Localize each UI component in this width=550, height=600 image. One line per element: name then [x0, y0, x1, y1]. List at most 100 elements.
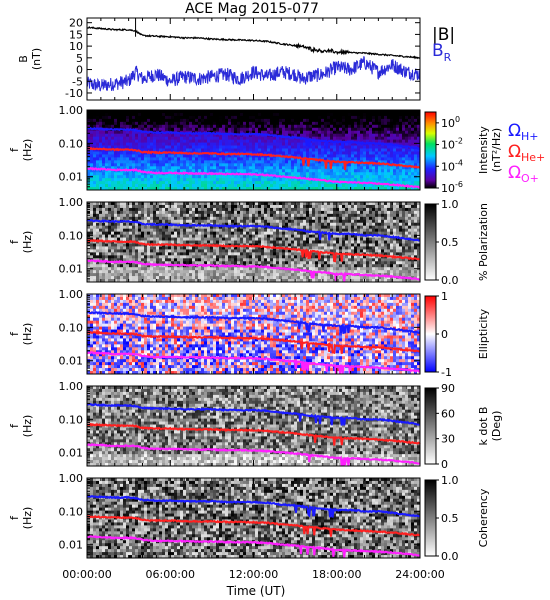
spectrogram-cell — [234, 166, 238, 170]
spectrogram-cell — [99, 243, 103, 247]
spectrogram-cell — [126, 121, 130, 126]
colorbar-unit: (nT²/Hz) — [490, 128, 503, 172]
spectrogram-cell — [276, 216, 280, 221]
spectrogram-cell — [225, 270, 229, 274]
spectrogram-cell — [357, 112, 361, 117]
spectrogram-cell — [180, 163, 184, 167]
spectrogram-cell — [159, 210, 163, 215]
spectrogram-cell — [261, 157, 265, 161]
spectrogram-cell — [237, 127, 241, 132]
spectrogram-cell — [90, 202, 94, 206]
spectrogram-cell — [387, 157, 391, 161]
spectrogram-cell — [195, 246, 199, 250]
spectrogram-cell — [102, 187, 106, 191]
spectrogram-cell — [312, 160, 316, 164]
spectrogram-cell — [255, 157, 259, 161]
spectrogram-cell — [375, 178, 379, 182]
spectrogram-cell — [105, 222, 109, 227]
spectrogram-cell — [306, 187, 310, 191]
spectrogram-cell — [291, 222, 295, 227]
spectrogram-cell — [156, 163, 160, 167]
spectrogram-cell — [165, 163, 169, 167]
spectrogram-cell — [138, 213, 142, 218]
spectrogram-cell — [144, 258, 148, 262]
spectrogram-cell — [411, 187, 415, 191]
spectrogram-cell — [246, 204, 250, 209]
spectrogram-cell — [261, 222, 265, 227]
spectrogram-cell — [258, 276, 262, 280]
spectrogram-cell — [270, 184, 274, 188]
spectrogram-cell — [120, 184, 124, 188]
spectrogram-cell — [249, 240, 253, 244]
spectrogram-cell — [120, 231, 124, 235]
spectrogram-cell — [408, 118, 412, 123]
spectrogram-cell — [120, 264, 124, 268]
spectrogram-cell — [405, 130, 409, 135]
spectrogram-cell — [213, 175, 217, 179]
spectrogram-cell — [195, 118, 199, 123]
spectrogram-cell — [339, 130, 343, 135]
spectrogram-cell — [387, 178, 391, 182]
spectrogram-cell — [408, 139, 412, 143]
spectrogram-cell — [90, 222, 94, 227]
spectrogram-cell — [336, 133, 340, 138]
spectrogram-cell — [294, 169, 298, 173]
spectrogram-cell — [93, 255, 97, 259]
spectrogram-cell — [261, 163, 265, 167]
spectrogram-cell — [255, 124, 259, 129]
spectrogram-cell — [396, 145, 400, 149]
spectrogram-cell — [216, 187, 220, 191]
spectrogram-cell — [93, 213, 97, 218]
spectrogram-cell — [288, 210, 292, 215]
spectrogram-cell — [96, 166, 100, 170]
spectrogram-cell — [234, 207, 238, 212]
spectrogram-cell — [180, 136, 184, 141]
spectrogram-cell — [387, 160, 391, 164]
spectrogram-cell — [186, 261, 190, 265]
spectrogram-cell — [162, 142, 166, 146]
spectrogram-cell — [114, 252, 118, 256]
spectrogram-cell — [129, 270, 133, 274]
spectrogram-cell — [168, 228, 172, 233]
spectrogram-cell — [171, 270, 175, 274]
spectrogram-cell — [207, 213, 211, 218]
spectrogram-cell — [123, 276, 127, 280]
spectrogram-cell — [246, 228, 250, 233]
spectrogram-cell — [279, 270, 283, 274]
spectrogram-cell — [174, 124, 178, 129]
spectrogram-cell — [150, 246, 154, 250]
spectrogram-cell — [270, 151, 274, 155]
spectrogram-cell — [207, 231, 211, 235]
spectrogram-cell — [240, 270, 244, 274]
spectrogram-cell — [144, 207, 148, 212]
spectrogram-cell — [132, 154, 136, 158]
spectrogram-cell — [129, 202, 133, 206]
spectrogram-cell — [408, 136, 412, 141]
spectrogram-cell — [279, 258, 283, 262]
spectrogram-cell — [165, 178, 169, 182]
spectrogram-cell — [267, 240, 271, 244]
spectrogram-cell — [183, 184, 187, 188]
spectrogram-cell — [189, 169, 193, 173]
spectrogram-cell — [162, 115, 166, 120]
spectrogram-cell — [318, 184, 322, 188]
spectrogram-cell — [141, 136, 145, 141]
spectrogram-cell — [111, 222, 115, 227]
spectrogram-cell — [210, 136, 214, 141]
spectrogram-cell — [126, 115, 130, 120]
spectrogram-cell — [237, 258, 241, 262]
spectrogram-cell — [252, 121, 256, 126]
spectrogram-cell — [102, 145, 106, 149]
spectrogram-cell — [276, 139, 280, 143]
spectrogram-cell — [135, 142, 139, 146]
spectrogram-cell — [261, 279, 265, 283]
spectrogram-cell — [261, 112, 265, 117]
spectrogram-cell — [252, 181, 256, 185]
spectrogram-cell — [264, 121, 268, 126]
spectrogram-cell — [204, 178, 208, 182]
spectrogram-cell — [102, 110, 106, 114]
spectrogram-cell — [87, 216, 91, 221]
spectrogram-cell — [330, 115, 334, 120]
spectrogram-cell — [222, 231, 226, 235]
spectrogram-cell — [186, 207, 190, 212]
